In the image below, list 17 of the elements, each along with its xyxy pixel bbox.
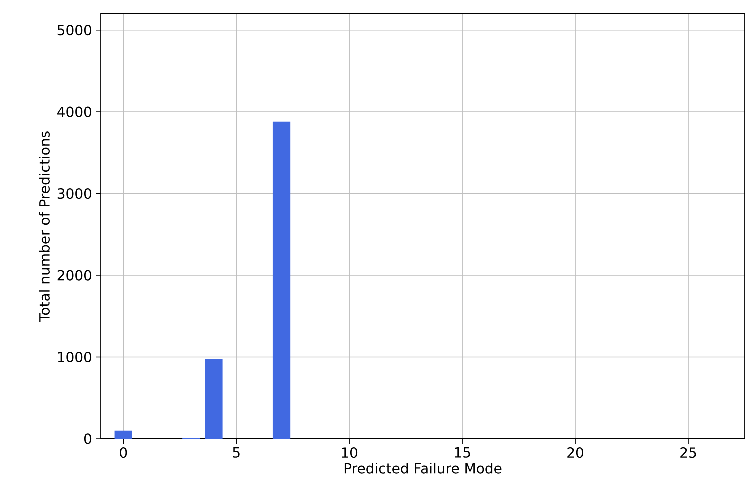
x-tick-label: 25 — [680, 448, 696, 458]
y-tick-label: 2000 — [58, 270, 92, 281]
y-tick-label: 1000 — [58, 352, 92, 363]
x-tick-label: 20 — [568, 448, 584, 458]
bar — [205, 359, 223, 439]
y-tick-label: 5000 — [58, 25, 92, 36]
y-tick-label: 4000 — [58, 106, 92, 118]
x-tick-label: 0 — [120, 448, 128, 458]
bar — [114, 430, 132, 439]
y-tick-label: 0 — [84, 434, 92, 444]
y-axis-title: Total number of Predictions — [39, 132, 50, 322]
x-tick-label: 10 — [342, 448, 358, 458]
x-tick-label: 15 — [455, 448, 470, 458]
x-tick-label: 5 — [233, 448, 240, 458]
y-tick-label: 3000 — [58, 188, 92, 200]
x-axis-title: Predicted Failure Mode — [344, 462, 502, 474]
bar — [272, 122, 291, 439]
